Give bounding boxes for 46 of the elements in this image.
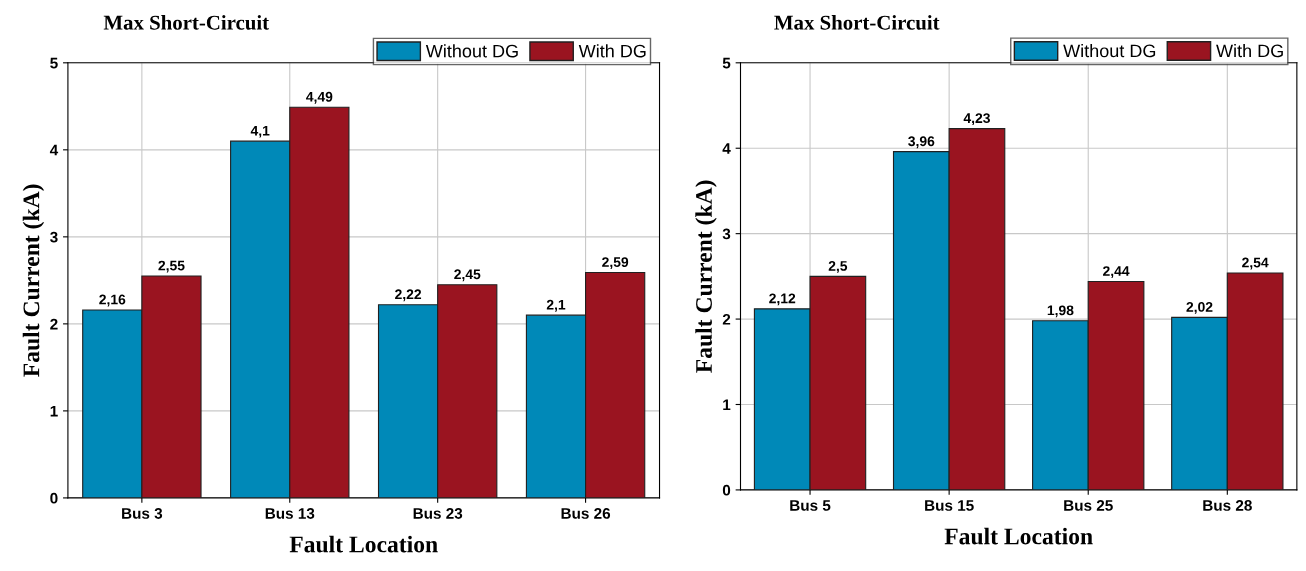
data-label: 2,45	[454, 269, 481, 282]
data-label: 2,59	[602, 257, 629, 270]
x-tick-label: Bus 25	[1064, 500, 1113, 511]
data-label: 2,02	[1186, 302, 1213, 314]
y-tick-label: 5	[50, 57, 58, 69]
y-tick-label: 1	[50, 405, 58, 417]
data-label: 2,16	[99, 294, 126, 307]
data-label: 2,44	[1103, 266, 1130, 278]
y-tick-label: 2	[722, 313, 731, 325]
y-tick-label: 5	[722, 57, 731, 69]
legend-label: Without DG	[1063, 44, 1156, 58]
data-label: 2,5	[828, 261, 848, 273]
x-axis-title: Fault Location	[944, 527, 1093, 545]
x-tick-label: Bus 28	[1203, 500, 1252, 511]
x-tick-label: Bus 23	[413, 508, 463, 519]
y-tick-label: 4	[49, 144, 59, 156]
data-label: 2,22	[395, 289, 422, 302]
chart-title: Max Short-Circuit	[103, 15, 270, 30]
y-tick-label: 3	[722, 228, 731, 240]
y-axis-title: Fault Current (kA)	[695, 180, 717, 373]
x-tick-label: Bus 15	[925, 500, 974, 511]
data-label: 2,12	[769, 293, 796, 306]
data-label: 4,1	[250, 125, 270, 138]
y-tick-label: 1	[723, 399, 731, 411]
x-axis-title: Fault Location	[289, 535, 438, 553]
data-label: 4,49	[306, 91, 333, 104]
x-tick-label: Bus 26	[561, 508, 611, 519]
data-label: 2,54	[1242, 257, 1269, 270]
data-label: 1,98	[1047, 305, 1074, 318]
legend-label: With DG	[1216, 44, 1283, 58]
y-tick-label: 0	[722, 484, 731, 496]
y-tick-label: 3	[50, 231, 58, 243]
data-label: 4,23	[963, 113, 990, 126]
legend-label: With DG	[578, 44, 646, 58]
x-tick-label: Bus 13	[265, 508, 315, 519]
y-tick-label: 0	[50, 492, 58, 504]
data-label: 2,55	[158, 260, 185, 273]
y-axis-title: Fault Current (kA)	[22, 184, 45, 377]
x-tick-label: Bus 5	[790, 500, 831, 511]
chart-title: Max Short-Circuit	[774, 15, 940, 30]
x-tick-label: Bus 3	[122, 508, 163, 519]
y-tick-label: 2	[50, 318, 58, 330]
data-label: 3,96	[908, 136, 935, 149]
legend-label: Without DG	[425, 44, 518, 58]
data-label: 2,1	[546, 299, 566, 312]
y-tick-label: 4	[722, 143, 731, 154]
